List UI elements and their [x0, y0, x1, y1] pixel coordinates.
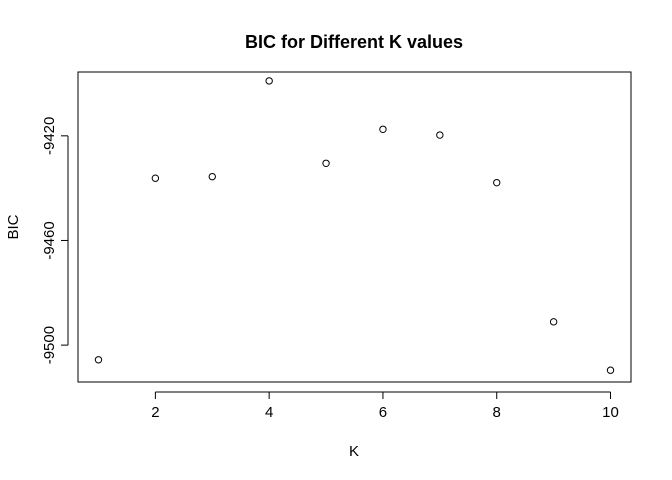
x-tick-label: 6: [379, 404, 387, 421]
y-axis: -9500 -9460 -9420: [41, 117, 69, 364]
x-tick-label: 10: [602, 404, 619, 421]
data-points: [94, 77, 615, 374]
data-point: [322, 159, 330, 167]
x-axis: 2 4 6 8 10: [151, 391, 619, 421]
chart-title: BIC for Different K values: [245, 32, 463, 52]
data-point: [379, 125, 387, 133]
data-point: [436, 131, 444, 139]
y-tick-label: -9420: [41, 117, 58, 155]
data-point: [606, 366, 615, 374]
data-point: [265, 77, 273, 85]
data-point: [493, 178, 501, 187]
plot-frame: [77, 71, 632, 383]
x-tick-label: 8: [493, 404, 501, 421]
x-tick-label: 4: [265, 404, 273, 421]
y-tick-label: -9460: [41, 221, 58, 259]
x-axis-label: K: [349, 443, 359, 460]
data-point: [549, 318, 558, 326]
y-tick-label: -9500: [41, 326, 58, 364]
data-point: [151, 174, 160, 182]
x-tick-label: 2: [151, 404, 159, 421]
data-point: [94, 356, 103, 364]
data-point: [208, 172, 216, 181]
y-axis-label: BIC: [5, 214, 22, 239]
